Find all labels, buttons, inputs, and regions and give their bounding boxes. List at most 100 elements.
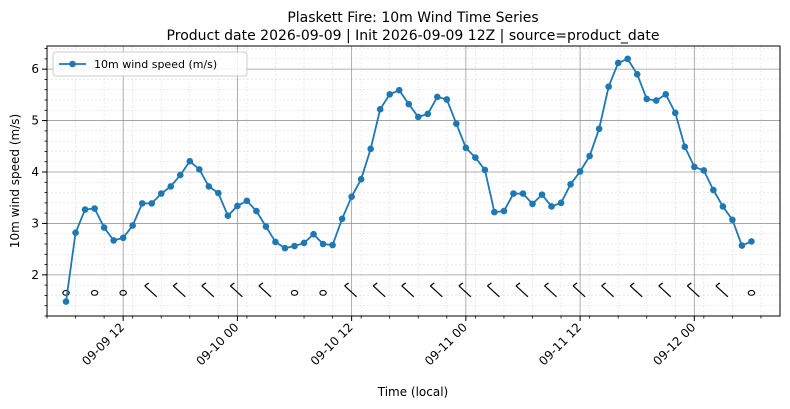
data-point [243, 197, 251, 205]
data-point [376, 105, 384, 113]
calm-wind-barb [119, 289, 127, 296]
data-point [510, 190, 517, 197]
wind-barb [229, 282, 243, 298]
wind-barb-staff [372, 285, 386, 298]
wind-barb-staff [601, 285, 615, 298]
wind-barb-flag [144, 282, 150, 287]
wind-barb [629, 282, 643, 298]
data-point [291, 242, 298, 250]
wind-barb [144, 282, 158, 298]
wind-barb-staff [172, 285, 186, 298]
data-point [215, 189, 222, 197]
legend-label: 10m wind speed (m/s) [94, 58, 217, 71]
wind-barb [401, 282, 415, 298]
wind-barb [344, 282, 358, 298]
wind-barb [715, 282, 729, 298]
data-point [196, 166, 203, 173]
wind-barb-flag [201, 282, 207, 287]
data-point [643, 95, 651, 103]
wind-barb [458, 282, 472, 298]
data-point [329, 241, 336, 249]
data-point [338, 215, 346, 223]
legend: 10m wind speed (m/s) [52, 51, 248, 77]
data-point [538, 191, 546, 198]
data-point [186, 157, 194, 165]
data-point [557, 199, 565, 207]
wind-barb-staff [401, 285, 415, 298]
wind-barb [658, 282, 672, 298]
wind-barb-flag [544, 282, 549, 287]
y-tick-label: 2 [31, 268, 39, 282]
data-point [462, 144, 470, 152]
wind-barb [515, 282, 529, 298]
data-point [72, 229, 79, 236]
wind-barb-staff [258, 285, 272, 298]
data-point [357, 175, 365, 183]
data-point [405, 100, 413, 108]
chart-subtitle: Product date 2026-09-09 | Init 2026-09-0… [167, 28, 660, 44]
wind-barb-staff [429, 285, 443, 298]
wind-barb [201, 282, 215, 298]
data-point [500, 207, 508, 215]
data-point [700, 167, 708, 174]
x-axis-label: Time (local) [377, 385, 449, 399]
calm-wind-barb [319, 289, 327, 296]
data-point [605, 83, 612, 90]
chart-title: Plaskett Fire: 10m Wind Time Series [287, 10, 538, 26]
data-point [729, 216, 736, 224]
data-point [614, 59, 622, 67]
data-point [414, 113, 422, 121]
data-point [671, 109, 679, 117]
y-tick-label: 4 [31, 165, 39, 179]
data-point [681, 143, 689, 151]
data-point [319, 240, 327, 248]
data-point [100, 224, 108, 231]
data-point [167, 183, 175, 190]
data-point [281, 244, 289, 252]
data-point [652, 97, 660, 104]
wind-barb-staff [515, 285, 529, 298]
data-point [453, 120, 460, 127]
data-point [138, 200, 146, 207]
data-point [119, 234, 127, 242]
data-point [662, 91, 670, 98]
data-point [633, 70, 641, 78]
wind-barb-flag [429, 282, 435, 287]
wind-barb-flag [172, 282, 178, 287]
data-point [234, 202, 241, 210]
data-point [386, 91, 394, 98]
plot-frame [46, 45, 781, 317]
data-point [129, 222, 136, 229]
wind-barb-flag [572, 282, 578, 287]
calm-wind-barb [747, 289, 756, 296]
y-tick-label: 5 [31, 114, 39, 128]
data-point [710, 186, 717, 194]
wind-barb-flag [458, 282, 464, 287]
wind-barb-flag [401, 282, 407, 287]
legend-marker-swatch [69, 60, 76, 68]
data-point [481, 166, 489, 174]
legend-box [52, 51, 248, 77]
data-point [748, 238, 755, 245]
calm-wind-barb [90, 289, 99, 296]
data-point [253, 207, 260, 215]
data-point [272, 238, 279, 246]
data-point [62, 298, 70, 305]
y-axis-ticks: 2 3 4 5 6 [31, 48, 47, 317]
data-point [310, 230, 317, 238]
data-point [719, 203, 727, 210]
data-point [576, 168, 584, 175]
data-point [595, 125, 603, 133]
data-point [81, 206, 89, 213]
y-axis-label: 10m wind speed (m/s) [8, 114, 22, 248]
data-point [472, 154, 479, 161]
data-point [529, 200, 536, 208]
data-point [176, 171, 184, 179]
wind-barb [572, 282, 586, 298]
wind-barb-staff [144, 285, 158, 298]
wind-barb-staff [629, 285, 643, 298]
data-point [443, 96, 451, 103]
wind-barb-flag [658, 282, 664, 287]
data-point [691, 163, 698, 171]
